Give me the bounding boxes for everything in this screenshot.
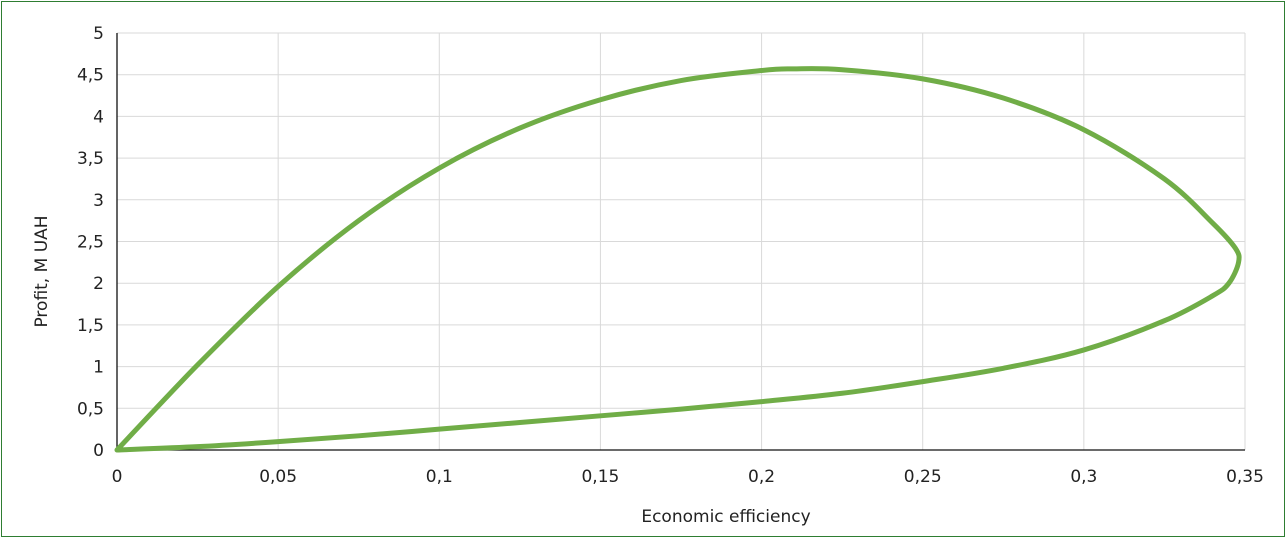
series-layer <box>114 66 1242 453</box>
series-line <box>114 66 1242 453</box>
y-tick-label: 0 <box>93 441 104 461</box>
x-tick-label: 0,05 <box>259 467 297 487</box>
x-tick-label: 0,2 <box>748 467 775 487</box>
x-tick-label: 0,15 <box>581 467 619 487</box>
y-tick-label: 0,5 <box>77 399 104 419</box>
y-tick-label: 5 <box>93 24 104 44</box>
y-tick-label: 1 <box>93 358 104 378</box>
tick-labels: 0 0,05 0,1 0,15 0,2 0,25 0,3 0,35 0 0,5 1 1,5 2 2,5 3 3… <box>77 24 1264 487</box>
y-tick-label: 3 <box>93 191 104 211</box>
x-tick-label: 0,3 <box>1070 467 1097 487</box>
x-tick-label: 0,35 <box>1226 467 1264 487</box>
y-tick-label: 3,5 <box>77 149 104 169</box>
x-tick-label: 0 <box>112 467 123 487</box>
y-tick-label: 2 <box>93 274 104 294</box>
y-tick-label: 4,5 <box>77 66 104 86</box>
axes <box>116 33 1245 451</box>
x-tick-label: 0,25 <box>904 467 942 487</box>
y-tick-label: 1,5 <box>77 316 104 336</box>
x-tick-label: 0,1 <box>426 467 453 487</box>
grid-lines <box>117 32 1246 450</box>
x-axis-title: Economic efficiency <box>641 507 810 527</box>
y-axis-title: Profit, M UAH <box>32 215 52 327</box>
y-tick-label: 2,5 <box>77 233 104 253</box>
y-tick-label: 4 <box>93 107 104 127</box>
